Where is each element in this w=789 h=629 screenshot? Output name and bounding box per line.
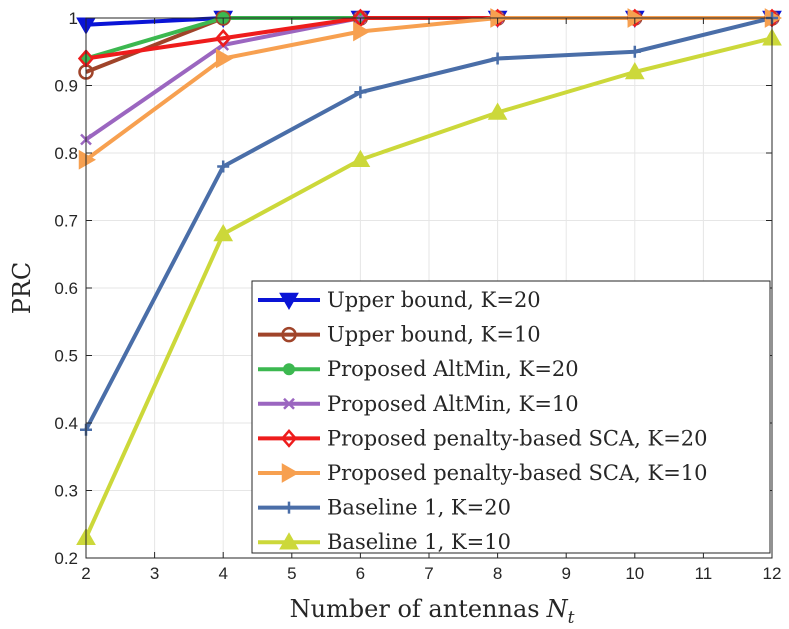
data-point-series-8 [624, 61, 645, 80]
y-axis-label: PRC [8, 262, 36, 315]
y-tick-label: 0.5 [54, 347, 78, 366]
x-tick-label: 6 [356, 564, 365, 583]
legend-label: Baseline 1, K=10 [327, 530, 511, 554]
x-tick-label: 8 [493, 564, 502, 583]
y-tick-label: 1 [69, 9, 78, 28]
x-tick-label: 9 [561, 564, 570, 583]
legend-box [251, 280, 771, 554]
data-point-series-8 [213, 223, 234, 242]
legend-swatch-marker [279, 532, 299, 550]
y-tick-label: 0.3 [54, 482, 78, 501]
y-tick-labels: 0.2 0.3 0.4 0.5 0.6 0.7 0.8 0.9 1 [54, 9, 78, 568]
data-point-series-7 [491, 52, 504, 65]
legend-label: Proposed penalty-based SCA, K=10 [327, 461, 708, 485]
legend-swatch-marker [280, 428, 298, 448]
legend-swatch-marker [281, 326, 297, 343]
data-point-series-6 [78, 149, 97, 170]
x-tick-label: 12 [763, 564, 782, 583]
x-tick-label: 11 [695, 564, 713, 583]
legend-items: Upper bound, K=20 Upper bound, K=10 Propos… [258, 288, 708, 554]
y-tick-label: 0.4 [54, 414, 78, 433]
data-point-series-7 [628, 45, 641, 58]
data-point-series-8 [350, 149, 371, 167]
x-axis-label: Number of antennas Nt [290, 595, 575, 628]
legend-swatch-marker [281, 463, 300, 483]
y-tick-label: 0.8 [54, 144, 78, 163]
x-tick-label: 7 [424, 564, 433, 583]
data-point-series-6 [215, 48, 234, 69]
y-tick-label: 0.2 [54, 549, 78, 568]
series-line-7 [84, 16, 773, 431]
x-tick-label: 3 [150, 564, 159, 583]
legend-label: Upper bound, K=20 [327, 288, 541, 312]
x-tick-label: 2 [81, 564, 90, 583]
x-axis-label-subscript: t [568, 608, 575, 628]
data-point-series-5 [215, 28, 232, 48]
legend-label: Proposed AltMin, K=20 [327, 357, 579, 381]
x-tick-label: 5 [287, 564, 296, 583]
legend-label: Upper bound, K=10 [327, 323, 541, 347]
data-point-series-7 [354, 86, 367, 99]
data-point-series-7 [217, 160, 230, 173]
legend-swatch-marker [279, 292, 299, 311]
legend-swatch-marker [283, 363, 295, 376]
x-axis-label-text: Number of antennas [290, 595, 540, 623]
y-tick-label: 0.6 [54, 279, 78, 298]
y-tick-label: 0.7 [54, 212, 78, 231]
x-tick-labels: 2 3 4 5 6 7 8 9 10 11 12 [81, 564, 781, 583]
legend-swatch-marker [283, 501, 295, 514]
x-tick-label: 10 [625, 564, 644, 583]
x-axis-label-symbol: N [546, 595, 569, 623]
legend-label: Proposed AltMin, K=10 [327, 392, 579, 416]
data-point-series-8 [487, 102, 508, 120]
data-point-series-5 [352, 8, 369, 28]
legend-label: Baseline 1, K=20 [327, 496, 511, 520]
x-tick-label: 4 [218, 564, 227, 583]
legend-swatch-marker [283, 397, 295, 410]
series-line-8 [84, 36, 773, 539]
data-point-series-6 [353, 21, 371, 42]
y-tick-label: 0.9 [54, 77, 78, 96]
legend: Upper bound, K=20 Upper bound, K=10 Propos… [251, 280, 771, 554]
legend-label: Proposed penalty-based SCA, K=20 [327, 426, 708, 450]
